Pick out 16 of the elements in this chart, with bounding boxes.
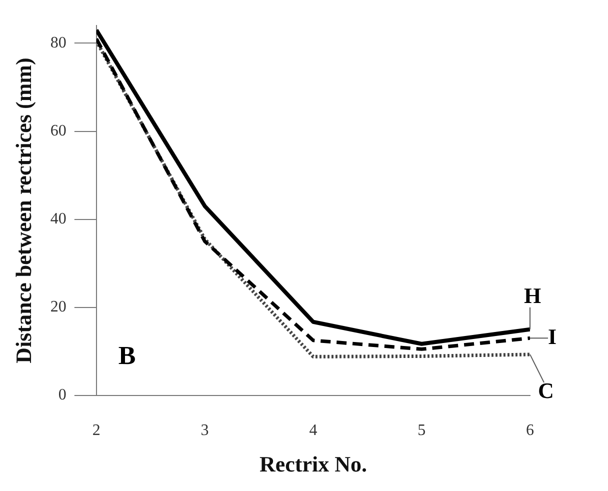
series-label: H [524,283,542,308]
annotation: B [118,341,136,370]
x-tick-label: 2 [92,422,100,440]
y-axis-title: Distance between rectrices (mm) [10,58,36,364]
y-tick-label: 20 [50,298,66,316]
y-tick-label: 0 [58,386,66,404]
series-label: I [548,324,557,349]
x-tick-label: 5 [418,422,426,440]
x-tick-label: 4 [309,422,318,440]
x-tick-label: 3 [200,422,209,440]
y-tick-label: 60 [50,122,66,140]
y-tick-label: 80 [50,34,66,52]
series-label: C [538,378,554,404]
x-tick-label: 6 [526,422,534,440]
y-tick-label: 40 [50,210,66,228]
x-axis-title: Rectrix No. [259,451,367,476]
